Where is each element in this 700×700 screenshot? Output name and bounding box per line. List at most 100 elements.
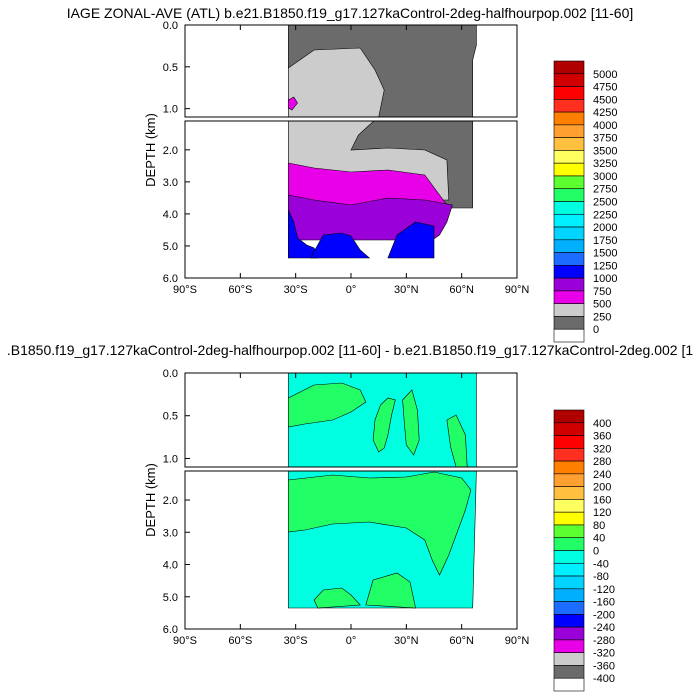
colorbar-label: 400 (593, 418, 611, 430)
colorbar-label: 500 (593, 299, 611, 311)
colorbar-swatch (553, 588, 585, 602)
colorbar-swatch (553, 162, 585, 177)
colorbar-label: 2750 (593, 184, 617, 196)
colorbar-label: 200 (593, 482, 611, 494)
colorbar-swatch (553, 99, 585, 113)
colorbar-swatch (553, 614, 585, 628)
x-tick-label: 60°N (449, 635, 474, 647)
y-tick-label: 6.0 (163, 624, 178, 636)
colorbar-label: 250 (593, 311, 611, 323)
x-tick-label: 0° (346, 635, 357, 647)
colorbar-label: 4250 (593, 107, 617, 119)
region-40-80-surface (287, 382, 367, 428)
y-axis-label: DEPTH (km) (143, 113, 158, 187)
colorbar-swatch (553, 290, 585, 304)
region-40-80-bottom2 (365, 572, 416, 609)
colorbar-label: 750 (593, 286, 611, 298)
colorbar-swatch (553, 137, 585, 151)
colorbar-label: 4500 (593, 94, 617, 106)
x-tick-label: 60°N (449, 284, 474, 296)
pane-gap (184, 117, 518, 121)
colorbar-label: -240 (593, 622, 615, 634)
colorbar: 0250500750100012501500175020002250250027… (553, 60, 617, 343)
colorbar-swatch (553, 277, 585, 292)
colorbar-label: 2500 (593, 197, 617, 209)
y-axis: 0.0 0.5 1.0 2.0 3.0 4.0 5.0 6.0 (163, 368, 190, 636)
colorbar-swatch (553, 460, 585, 475)
y-tick-label: 3.0 (163, 177, 178, 189)
colorbar-swatch (553, 188, 585, 202)
y-tick-label: 4.0 (163, 560, 178, 572)
colorbar-swatch (553, 86, 585, 100)
colorbar-label: 3750 (593, 133, 617, 145)
y-tick-label: 5.0 (163, 241, 178, 253)
colorbar-swatch (553, 524, 585, 539)
colorbar-label: 1250 (593, 260, 617, 272)
colorbar-swatch (553, 409, 585, 424)
x-tick-label: 0° (346, 284, 357, 296)
y-tick-label: 1.0 (163, 453, 178, 465)
y-tick-label: 2.0 (163, 145, 178, 157)
colorbar-label: 3500 (593, 145, 617, 157)
colorbar-swatch (553, 665, 585, 679)
colorbar-swatch (553, 626, 585, 641)
colorbar-swatch (553, 639, 585, 653)
colorbar-label: -320 (593, 648, 615, 660)
x-tick-label: 30°S (284, 284, 308, 296)
region-40-80-deep (287, 471, 472, 576)
x-tick-label: 90°S (173, 284, 197, 296)
colorbar-label: -280 (593, 635, 615, 647)
colorbar-swatch (553, 60, 585, 75)
colorbar-label: 160 (593, 494, 611, 506)
colorbar-swatch (553, 601, 585, 615)
colorbar-swatch (553, 201, 585, 215)
colorbar-label: 1500 (593, 248, 617, 260)
colorbar-swatch (553, 677, 585, 692)
region-500-750 (287, 47, 450, 201)
colorbar-label: 4750 (593, 82, 617, 94)
colorbar-label: 3250 (593, 158, 617, 170)
y-tick-label: 4.0 (163, 209, 178, 221)
colorbar-label: 80 (593, 520, 605, 532)
colorbar-swatch (553, 537, 585, 551)
x-tick-label: 90°S (173, 635, 197, 647)
y-tick-label: 5.0 (163, 592, 178, 604)
y-axis-label: DEPTH (km) (143, 463, 158, 537)
colorbar-swatch (553, 652, 585, 666)
colorbar-label: 2000 (593, 222, 617, 234)
y-tick-label: 0.5 (163, 62, 178, 74)
colorbar-label: 4000 (593, 120, 617, 132)
colorbar-swatch (553, 150, 585, 164)
colorbar-swatch (553, 124, 585, 138)
colorbar-label: 360 (593, 431, 611, 443)
colorbar-label: -120 (593, 584, 615, 596)
region-1250-1500-c (387, 221, 435, 259)
chart-panel-1: IAGE ZONAL-AVE (ATL) b.e21.B1850.f19_g17… (67, 5, 633, 343)
colorbar-swatch (553, 448, 585, 462)
colorbar-swatch (553, 213, 585, 228)
x-axis: 90°S 60°S 30°S 0° 30°N 60°N 90°N (173, 25, 529, 296)
colorbar-label: -160 (593, 597, 615, 609)
colorbar-label: -40 (593, 558, 609, 570)
colorbar-label: 40 (593, 533, 605, 545)
colorbar-swatch (553, 175, 585, 190)
region-40-80-bottom (313, 587, 361, 609)
colorbar-swatch (553, 111, 585, 126)
x-tick-label: 60°S (228, 284, 252, 296)
colorbar-swatch (553, 328, 585, 343)
colorbar-label: -200 (593, 609, 615, 621)
colorbar-label: 0 (593, 546, 599, 558)
x-tick-label: 30°N (394, 635, 419, 647)
pane-gap (184, 467, 518, 471)
y-tick-label: 0.0 (163, 20, 178, 32)
region-40-80-b (402, 389, 420, 456)
y-axis: 0.0 0.5 1.0 2.0 3.0 4.0 5.0 6.0 (163, 20, 190, 285)
y-tick-label: 2.0 (163, 495, 178, 507)
colorbar-label: 280 (593, 456, 611, 468)
colorbar-swatch (553, 499, 585, 513)
y-tick-label: 0.5 (163, 411, 178, 423)
data-regions (287, 372, 477, 609)
colorbar-swatch (553, 562, 585, 577)
x-tick-label: 30°S (284, 635, 308, 647)
